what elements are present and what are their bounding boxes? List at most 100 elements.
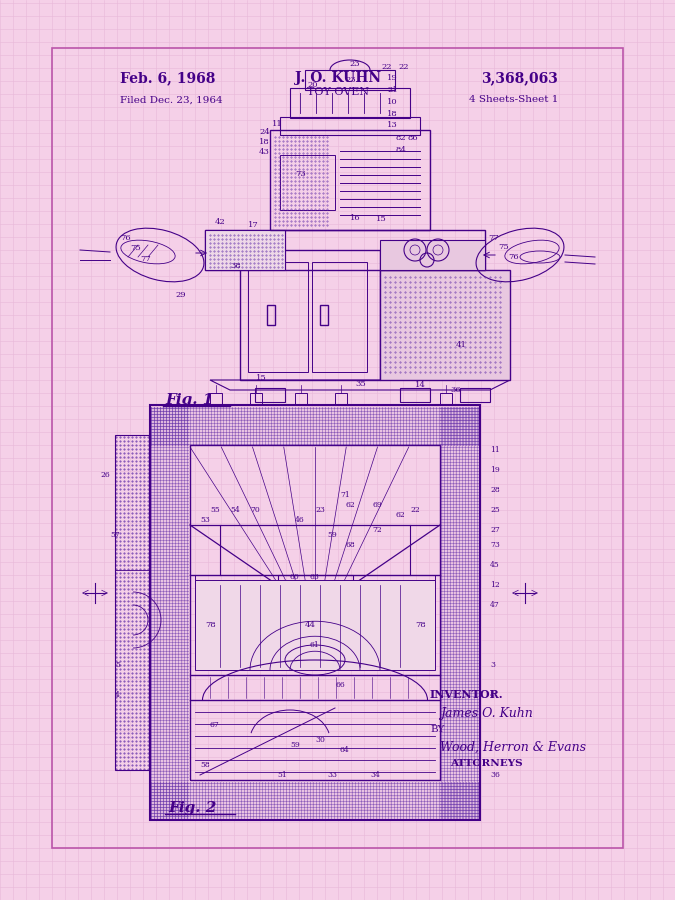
Text: TOY OVEN: TOY OVEN: [307, 87, 369, 97]
Text: 78: 78: [415, 621, 426, 629]
Text: 78: 78: [205, 621, 216, 629]
Text: James O. Kuhn: James O. Kuhn: [440, 706, 533, 719]
Text: INVENTOR.: INVENTOR.: [430, 689, 504, 700]
Text: 4: 4: [115, 691, 120, 699]
Text: 12: 12: [490, 581, 500, 589]
Bar: [190, 700, 440, 780]
Text: Fig. 1: Fig. 1: [165, 393, 213, 407]
Text: 4: 4: [490, 691, 495, 699]
Text: 14: 14: [415, 381, 426, 389]
Text: 13: 13: [387, 121, 398, 129]
Bar: [205, 230, 485, 270]
Bar: [305, 70, 395, 90]
Text: 15: 15: [376, 215, 387, 223]
Text: 33: 33: [327, 771, 338, 779]
Text: 47: 47: [490, 601, 500, 609]
Text: 82: 82: [395, 134, 406, 142]
Text: 16: 16: [350, 214, 360, 222]
Bar: [115, 435, 150, 770]
Text: 5: 5: [115, 661, 120, 669]
Text: 17: 17: [248, 221, 259, 229]
Bar: [270, 130, 430, 230]
Text: 58: 58: [200, 761, 210, 769]
Text: 18: 18: [259, 138, 270, 146]
Bar: [210, 393, 222, 405]
Text: 70: 70: [250, 506, 260, 514]
Bar: [280, 155, 335, 210]
Text: 76: 76: [120, 234, 131, 242]
Bar: [380, 240, 485, 270]
Bar: [267, 305, 275, 325]
Text: 62: 62: [395, 511, 405, 519]
Text: 34: 34: [370, 771, 380, 779]
Text: 19: 19: [490, 466, 500, 474]
Text: 54: 54: [230, 506, 240, 514]
Bar: [255, 388, 285, 402]
Text: 64: 64: [340, 746, 350, 754]
Text: 67: 67: [210, 721, 220, 729]
Bar: [335, 393, 347, 405]
Text: Fig. 2: Fig. 2: [168, 801, 217, 815]
Bar: [290, 88, 410, 118]
Text: 29: 29: [175, 291, 186, 299]
Text: 59: 59: [327, 531, 338, 539]
Text: 41: 41: [456, 341, 467, 349]
Text: 20: 20: [307, 81, 317, 89]
Bar: [205, 230, 285, 270]
Text: 22: 22: [381, 63, 392, 71]
Text: Feb. 6, 1968: Feb. 6, 1968: [120, 71, 215, 85]
Text: 43: 43: [259, 148, 270, 156]
Text: 22: 22: [410, 506, 420, 514]
Text: 38: 38: [230, 262, 241, 270]
Text: 3,368,063: 3,368,063: [481, 71, 558, 85]
Text: 44: 44: [304, 621, 315, 629]
Text: BY: BY: [430, 725, 444, 734]
Text: 21: 21: [387, 86, 398, 94]
Text: 30: 30: [315, 736, 325, 744]
Bar: [190, 445, 440, 780]
Bar: [380, 270, 510, 380]
Text: J. O. KUHN: J. O. KUHN: [295, 71, 381, 85]
Text: 11: 11: [490, 446, 500, 454]
Text: 25: 25: [490, 506, 500, 514]
Text: 27: 27: [490, 526, 500, 534]
Text: 72: 72: [373, 526, 382, 534]
Text: Filed Dec. 23, 1964: Filed Dec. 23, 1964: [120, 95, 223, 104]
Text: 24: 24: [259, 128, 270, 136]
Text: 11: 11: [272, 120, 283, 128]
Text: 23: 23: [315, 506, 325, 514]
Text: 71: 71: [340, 491, 350, 499]
Text: 63: 63: [310, 573, 320, 581]
Bar: [248, 262, 308, 372]
Text: 75: 75: [498, 243, 509, 251]
Bar: [400, 388, 430, 402]
Text: 62: 62: [345, 501, 355, 509]
Bar: [52, 48, 623, 848]
Text: 66: 66: [335, 681, 345, 689]
Text: 77: 77: [488, 234, 499, 242]
Text: 60: 60: [290, 573, 300, 581]
Text: 84: 84: [395, 146, 406, 154]
Text: 19: 19: [387, 74, 398, 82]
Text: 26: 26: [100, 471, 110, 479]
Text: 18: 18: [387, 110, 398, 118]
Text: 45: 45: [490, 561, 500, 569]
Text: 73: 73: [295, 170, 306, 178]
Text: 57: 57: [110, 531, 119, 539]
Text: 46: 46: [295, 516, 304, 524]
Bar: [280, 117, 420, 135]
Text: 53: 53: [200, 516, 210, 524]
Text: 4 Sheets-Sheet 1: 4 Sheets-Sheet 1: [468, 95, 558, 104]
Text: 42: 42: [215, 218, 225, 226]
Text: 10: 10: [387, 98, 398, 106]
Text: 55: 55: [210, 506, 220, 514]
Text: 86: 86: [408, 134, 418, 142]
Text: 28: 28: [490, 486, 500, 494]
Text: 36: 36: [490, 771, 500, 779]
Bar: [240, 250, 380, 380]
Text: 77: 77: [140, 255, 151, 263]
Text: ATTORNEYS: ATTORNEYS: [450, 759, 522, 768]
Text: 68: 68: [345, 541, 355, 549]
Bar: [460, 388, 490, 402]
Text: 51: 51: [277, 771, 288, 779]
